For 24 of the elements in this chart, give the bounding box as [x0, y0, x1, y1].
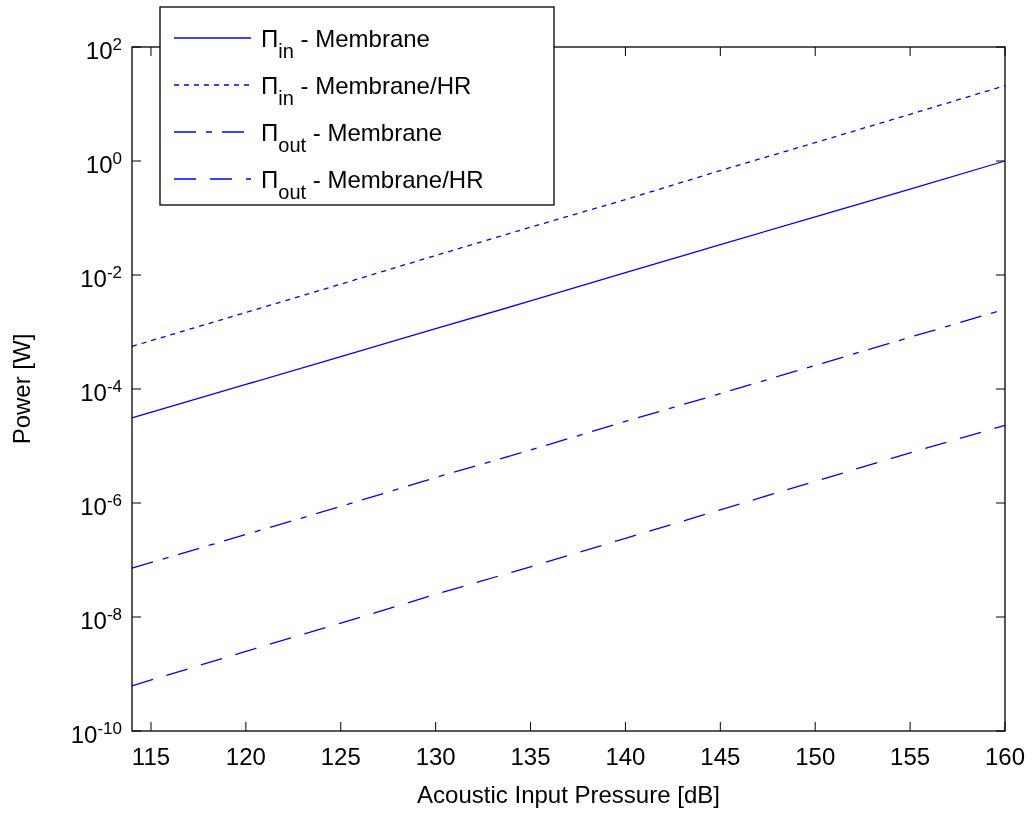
x-axis-title: Acoustic Input Pressure [dB] [417, 781, 720, 808]
x-tick-label: 160 [984, 743, 1026, 770]
x-tick-label: 155 [890, 743, 931, 770]
y-tick-label: 10$^{0}$ [85, 148, 122, 178]
x-tick-label: 125 [320, 743, 361, 770]
x-tick-label: 115 [131, 743, 171, 770]
line-series [131, 424, 1006, 687]
x-tick-label: 120 [225, 743, 266, 770]
legend-label: Π$_{out}$ - Membrane/HR [261, 166, 484, 203]
y-tick-label: 10$^{-10}$ [70, 718, 122, 748]
legend-label: Π$_{in}$ - Membrane [261, 25, 430, 62]
y-tick-label: 10$^{-8}$ [80, 604, 122, 634]
y-tick-label: 10$^{-4}$ [80, 376, 122, 406]
x-tick-label: 145 [700, 743, 741, 770]
x-tick-label: 140 [605, 743, 646, 770]
y-tick-label: 10$^{-2}$ [80, 262, 122, 292]
y-tick-label: 10$^{2}$ [85, 34, 122, 64]
legend-label: Π$_{in}$ - Membrane/HR [261, 72, 472, 109]
x-tick-label: 135 [510, 743, 551, 770]
y-axis-title: Power [W] [8, 333, 35, 445]
y-tick-label: 10$^{-6}$ [80, 490, 122, 520]
x-tick-label: 130 [415, 743, 456, 770]
x-tick-label: 150 [795, 743, 836, 770]
legend-label: Π$_{out}$ - Membrane [261, 119, 443, 156]
